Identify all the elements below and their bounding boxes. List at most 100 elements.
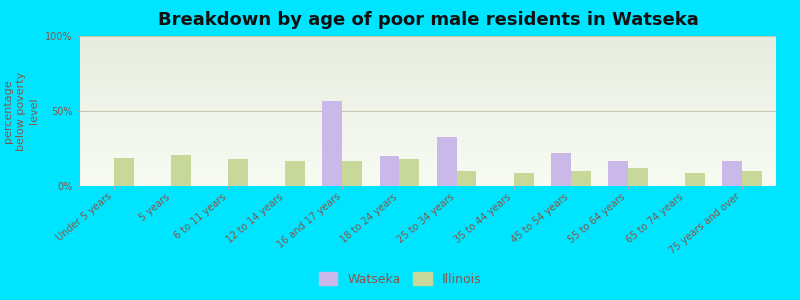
Bar <box>80 114 776 116</box>
Bar <box>80 85 776 87</box>
Bar <box>685 172 705 186</box>
Bar <box>80 142 776 144</box>
Bar <box>80 136 776 138</box>
Bar <box>80 56 776 57</box>
Bar <box>80 111 776 112</box>
Bar <box>80 106 776 108</box>
Bar <box>80 130 776 132</box>
Y-axis label: percentage
below poverty
level: percentage below poverty level <box>3 71 39 151</box>
Bar <box>80 135 776 136</box>
Bar <box>80 66 776 68</box>
Title: Breakdown by age of poor male residents in Watseka: Breakdown by age of poor male residents … <box>158 11 698 29</box>
Bar <box>80 112 776 114</box>
Bar <box>80 124 776 126</box>
Bar <box>80 45 776 46</box>
Bar <box>342 160 362 186</box>
Bar <box>80 78 776 80</box>
Bar <box>286 160 306 186</box>
Bar <box>550 153 570 186</box>
Bar <box>80 98 776 99</box>
Bar <box>80 150 776 152</box>
Bar <box>80 153 776 154</box>
Bar <box>80 84 776 86</box>
Bar <box>80 108 776 110</box>
Bar <box>80 61 776 63</box>
Bar <box>80 88 776 90</box>
Bar <box>80 110 776 111</box>
Bar <box>80 158 776 159</box>
Bar <box>80 156 776 158</box>
Bar <box>437 136 457 186</box>
Bar <box>722 160 742 186</box>
Bar <box>80 183 776 184</box>
Bar <box>80 102 776 104</box>
Bar <box>80 60 776 61</box>
Bar <box>80 75 776 76</box>
Bar <box>80 94 776 96</box>
Bar <box>80 87 776 88</box>
Bar <box>80 146 776 147</box>
Bar <box>80 128 776 129</box>
Bar <box>80 36 776 38</box>
Bar <box>80 165 776 166</box>
Bar <box>80 122 776 123</box>
Bar <box>80 118 776 120</box>
Bar <box>80 57 776 58</box>
Bar <box>80 64 776 66</box>
Bar <box>399 159 419 186</box>
Bar <box>80 74 776 75</box>
Bar <box>80 42 776 44</box>
Bar <box>80 120 776 122</box>
Bar <box>628 168 648 186</box>
Bar <box>80 159 776 160</box>
Bar <box>742 171 762 186</box>
Bar <box>80 140 776 141</box>
Bar <box>80 92 776 93</box>
Bar <box>80 58 776 60</box>
Bar <box>80 81 776 82</box>
Bar <box>80 46 776 48</box>
Legend: Watseka, Illinois: Watseka, Illinois <box>314 267 486 291</box>
Bar <box>80 38 776 39</box>
Bar <box>80 80 776 81</box>
Bar <box>80 105 776 106</box>
Bar <box>80 138 776 140</box>
Bar <box>80 177 776 178</box>
Bar <box>80 168 776 170</box>
Bar <box>80 69 776 70</box>
Bar <box>80 167 776 168</box>
Bar <box>80 82 776 84</box>
Bar <box>80 154 776 156</box>
Bar <box>80 39 776 40</box>
Bar <box>80 54 776 56</box>
Bar <box>80 99 776 100</box>
Bar <box>80 40 776 42</box>
Bar <box>80 68 776 69</box>
Bar <box>80 134 776 135</box>
Bar <box>80 176 776 177</box>
Bar <box>80 182 776 183</box>
Bar <box>80 96 776 98</box>
Bar <box>80 123 776 124</box>
Bar <box>80 184 776 186</box>
Bar <box>80 162 776 164</box>
Bar <box>80 148 776 150</box>
Bar <box>457 171 477 186</box>
Bar <box>80 164 776 165</box>
Bar <box>80 152 776 153</box>
Bar <box>80 93 776 94</box>
Bar <box>80 141 776 142</box>
Bar <box>80 147 776 148</box>
Bar <box>80 48 776 50</box>
Bar <box>80 100 776 102</box>
Bar <box>80 160 776 162</box>
Bar <box>80 126 776 128</box>
Bar <box>379 156 399 186</box>
Bar <box>80 174 776 176</box>
Bar <box>80 169 776 171</box>
Bar <box>80 144 776 146</box>
Bar <box>80 63 776 64</box>
Bar <box>514 172 534 186</box>
Bar <box>80 117 776 118</box>
Bar <box>80 51 776 52</box>
